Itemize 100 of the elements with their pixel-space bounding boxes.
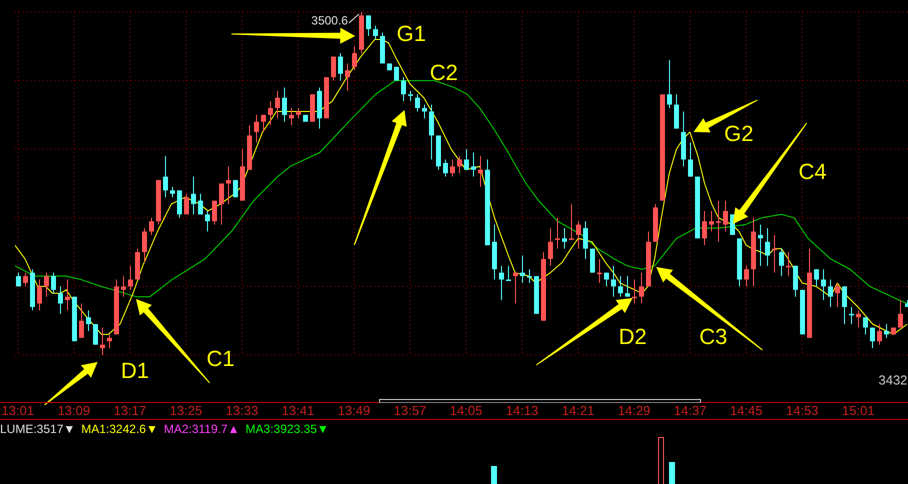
legend-label: MA2:3119.7▲ xyxy=(164,422,240,436)
candlestick xyxy=(618,276,623,298)
candlestick xyxy=(268,100,273,126)
x-tick-label: 13:49 xyxy=(338,403,370,418)
candlestick xyxy=(639,272,644,304)
candlestick xyxy=(842,286,847,325)
candlestick xyxy=(345,62,350,92)
candlestick xyxy=(870,327,875,349)
annotation: G2 xyxy=(724,121,754,146)
candlestick xyxy=(121,276,126,298)
candlestick xyxy=(296,108,301,119)
candlestick xyxy=(100,327,105,356)
candlestick xyxy=(58,286,63,314)
x-tick-label: 13:25 xyxy=(170,403,202,418)
candlestick xyxy=(401,76,406,102)
candlestick xyxy=(583,220,588,260)
candlestick xyxy=(128,265,133,290)
candlestick xyxy=(464,148,469,170)
x-tick-label: 15:01 xyxy=(842,403,875,418)
x-tick-label: 14:53 xyxy=(786,403,818,418)
candlestick xyxy=(702,210,707,246)
candlestick xyxy=(65,279,70,311)
candlestick xyxy=(107,334,112,349)
candlestick xyxy=(506,265,511,282)
candlestick xyxy=(331,56,336,82)
x-tick-label: 14:05 xyxy=(450,403,482,418)
x-tick-label: 13:09 xyxy=(58,403,90,418)
x-tick-label: 13:57 xyxy=(394,403,426,418)
candlestick xyxy=(520,255,525,284)
candlestick xyxy=(205,210,210,232)
candlestick xyxy=(632,279,637,304)
candlestick xyxy=(548,228,553,266)
candlestick xyxy=(289,108,294,126)
annotation: C4 xyxy=(798,159,827,184)
x-tick-label: 13:17 xyxy=(114,403,146,418)
candlestick xyxy=(863,316,868,335)
candlestick xyxy=(597,258,602,284)
candlestick xyxy=(79,303,84,338)
candlestick xyxy=(191,176,196,215)
annotation: D1 xyxy=(120,358,150,384)
x-tick-label: 14:45 xyxy=(730,403,762,418)
candlestick xyxy=(37,279,42,311)
candlestick xyxy=(821,268,826,301)
candlestick xyxy=(352,46,357,71)
annotation: D2 xyxy=(618,324,647,350)
candlestick xyxy=(23,272,28,287)
candlestick xyxy=(709,210,714,232)
candlestick xyxy=(163,156,168,198)
candlestick xyxy=(562,228,567,250)
candlestick xyxy=(261,114,266,133)
candlestick xyxy=(513,272,518,304)
candlestick xyxy=(415,94,420,112)
candlestick xyxy=(198,193,203,215)
candlestick xyxy=(856,310,861,328)
candlestick xyxy=(744,265,749,287)
candlestick xyxy=(366,14,371,37)
annotation: C3 xyxy=(699,324,728,350)
candlestick xyxy=(142,228,147,263)
candlestick xyxy=(373,25,378,40)
candlestick xyxy=(408,90,413,102)
candlestick xyxy=(765,228,770,266)
candlestick xyxy=(457,156,462,174)
candlestick xyxy=(828,279,833,308)
candlestick xyxy=(16,272,21,287)
annotation: G1 xyxy=(396,21,426,46)
legend-label: LUME:3517▼ xyxy=(0,422,76,436)
candlestick xyxy=(555,217,560,250)
candlestick xyxy=(835,282,840,308)
legend-label: MA3:3923.35▼ xyxy=(246,422,329,436)
candlestick xyxy=(527,268,532,284)
candlestick xyxy=(849,306,854,325)
candlestick xyxy=(86,310,91,332)
candlestick xyxy=(786,252,791,277)
candlestick xyxy=(51,272,56,294)
candlestick xyxy=(604,272,609,287)
candlestick xyxy=(667,60,672,109)
x-tick-label: 14:13 xyxy=(506,403,538,418)
annotation: 3500.6 xyxy=(311,13,348,28)
candlestick xyxy=(814,268,819,287)
candlestick xyxy=(184,193,189,215)
candlestick xyxy=(576,220,581,250)
candlestick xyxy=(723,200,728,232)
x-tick-label: 14:37 xyxy=(674,403,706,418)
annotation: C1 xyxy=(206,346,235,372)
candlestick xyxy=(758,224,763,266)
candlestick xyxy=(471,152,476,178)
candlestick xyxy=(688,142,693,178)
candlestick xyxy=(149,217,154,236)
candlestick xyxy=(499,265,504,301)
candlestick xyxy=(443,158,448,178)
candlestick xyxy=(779,248,784,277)
candlestick xyxy=(898,300,903,328)
candlestick xyxy=(254,114,259,143)
candlestick xyxy=(275,90,280,119)
candlestick xyxy=(450,158,455,178)
candlestick xyxy=(877,324,882,346)
candlestick xyxy=(226,166,231,205)
candlestick xyxy=(219,183,224,226)
text: 3432 xyxy=(878,372,908,388)
x-tick-label: 13:41 xyxy=(282,403,314,418)
